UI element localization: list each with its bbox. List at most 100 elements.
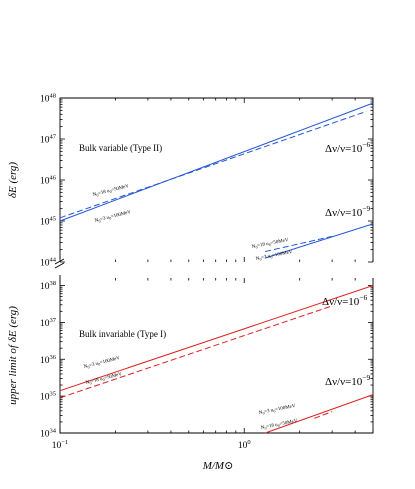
ratio-annotation: Δν/ν=10−6 [325,140,371,155]
y-tick-label-exp: 38 [50,280,57,287]
series-line-dashed [59,110,367,219]
series-label-sub2: 0 [109,189,112,194]
y-tick-label-exp: 44 [50,257,57,264]
series-label-sub: 0 [89,380,92,385]
ratio-annotation-base: Δν/ν=10 [322,296,360,308]
x-tick-label: 10−1 [52,439,68,451]
series-label-sub: 0 [98,218,101,223]
series-line-dashed [59,305,333,399]
y-tick-label-base: 10 [40,319,50,329]
series-label-sub: 0 [96,192,99,197]
y-tick-label-base: 10 [40,282,50,292]
series-label-n: N [251,244,256,250]
series-label-rest: =3 u [264,408,274,415]
ratio-annotation-exp: −9 [362,373,370,382]
series-label-rest: =18 u [91,377,104,385]
series-label: N0=18 u0=50MeV [260,419,298,432]
series-label-n: N [94,218,99,224]
series-label-sub2: 0 [268,242,271,247]
y-tick-label: 1037 [40,317,57,329]
x-tick-label-exp: −1 [61,439,68,446]
series-label-rest: =18 u [257,242,270,249]
series-label: N0=3 u0=100MeV [255,250,293,263]
y-tick-label-base: 10 [40,95,50,105]
ratio-annotation: Δν/ν=10−9 [325,373,371,388]
series-label-sub2: 0 [277,423,280,428]
y-tick-label-exp: 47 [50,134,57,141]
y-tick-label-base: 10 [40,356,50,366]
series-line-dashed [265,235,333,252]
series-label-sub2: 0 [270,254,273,259]
ratio-annotation: Δν/ν=10−6 [322,293,368,308]
y-tick-label-exp: 45 [50,216,57,223]
series-label: N0=18 u0=50MeV [92,184,130,198]
y-tick-label: 1035 [40,391,56,403]
y-tick-label-base: 10 [40,136,50,146]
series-label: N0=3 u0=100MeV [258,404,296,417]
series-label-sub2: 0 [98,362,101,367]
x-tick-label-base: 10 [52,441,62,451]
series-label-rest: =3 u [261,254,271,261]
panel-frame [59,97,374,262]
series-label-sub2: 0 [102,377,105,382]
x-axis-title: M/M⊙ [202,460,234,472]
y-tick-label: 1045 [40,216,56,228]
series-label-sub2: 0 [273,408,276,413]
y-tick-label-base: 10 [40,259,50,269]
panel-title: Bulk variable (Type II) [79,143,162,153]
ratio-annotation-base: Δν/ν=10 [325,207,363,219]
series-label-sub: 0 [264,425,267,430]
ratio-annotation-exp: −6 [359,293,367,302]
series-label-sub: 0 [255,244,258,249]
series-label: N0=18 u0=50MeV [251,238,289,251]
ratio-annotation: Δν/ν=10−9 [325,204,371,219]
y-tick-label-exp: 46 [50,175,57,182]
series-label-end: =100MeV [110,210,132,220]
y-tick-label-base: 10 [40,177,50,187]
axis-break-mark [54,258,65,269]
y-tick-label-exp: 36 [50,354,57,361]
y-tick-label: 1038 [40,280,56,292]
series-label-sub: 0 [262,410,265,415]
series-line-solid [265,394,374,434]
series-label-end: =100MeV [272,250,294,259]
series-label-n: N [92,192,97,198]
y-tick-label-base: 10 [40,430,50,440]
y-tick-label-exp: 48 [50,93,57,100]
panel-frame [59,275,374,434]
y-tick-label-exp: 34 [50,428,57,435]
y-tick-label: 1047 [40,134,57,146]
x-tick-label-exp: 0 [247,439,250,446]
series-label-end: =50MeV [270,238,289,246]
series-label-end: =100MeV [275,404,297,413]
ratio-annotation-exp: −9 [362,204,370,213]
y-tick-label: 1036 [40,354,57,366]
series-label: N0=3 u0=100MeV [83,356,121,370]
y-tick-label-exp: 37 [50,317,57,324]
series-label-end: =100MeV [99,356,121,366]
series-label-rest: =18 u [266,423,279,430]
series-label-end: =50MeV [279,419,298,427]
y-tick-label: 1044 [40,257,57,269]
ratio-annotation-exp: −6 [362,140,370,149]
series-label: N0=3 u0=100MeV [94,210,132,224]
y-tick-label-base: 10 [40,218,50,228]
series-line-solid [265,223,374,259]
series-label-n: N [83,364,88,370]
x-tick-label-base: 10 [238,441,248,451]
ratio-annotation-base: Δν/ν=10 [325,376,363,388]
y-tick-label-base: 10 [40,393,50,403]
y-axis-title: δE (erg) [7,162,19,199]
series-label-rest: =3 u [89,361,99,368]
series-label-n: N [255,256,260,262]
series-label-sub: 0 [87,364,90,369]
series-label-end: =50MeV [104,372,123,381]
panel-title: Bulk invariable (Type I) [79,329,166,339]
series-line-dashed [314,411,333,419]
x-tick-label: 100 [238,439,251,451]
y-tick-label: 1048 [40,93,56,105]
series-label-n: N [85,380,90,386]
